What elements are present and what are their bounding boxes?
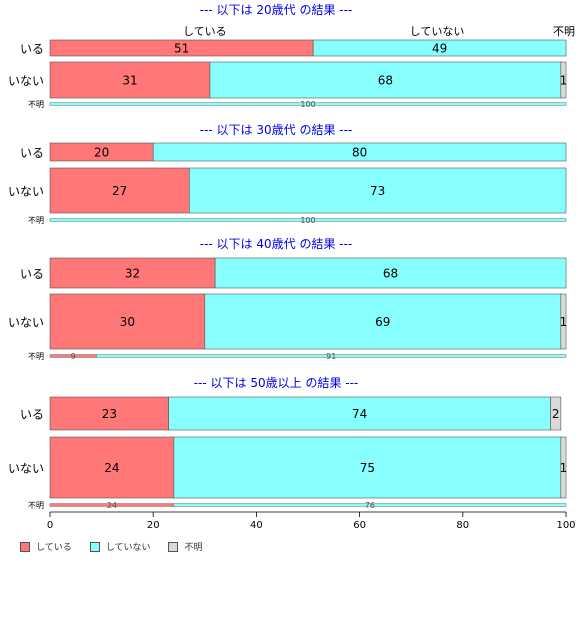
legend-label-shiteiru: している xyxy=(36,543,72,553)
bar-value-label: 32 xyxy=(125,267,140,281)
bar-value-label: 24 xyxy=(104,461,119,475)
bar-value-label: 2 xyxy=(552,407,560,421)
row-label: いない xyxy=(8,316,44,330)
bar-segment xyxy=(312,39,567,57)
bar-value-label: 23 xyxy=(102,407,117,421)
row-label: いない xyxy=(8,185,44,199)
group-title: --- 以下は 20歳代 の結果 --- xyxy=(200,3,353,17)
x-tick-label: 60 xyxy=(353,520,366,531)
summary-row-label: 不明 xyxy=(28,216,44,225)
bar-value-label: 1 xyxy=(560,74,568,88)
chart-legend: している していない 不明 xyxy=(20,540,202,553)
bar-segment xyxy=(168,396,551,431)
bar-value-label: 80 xyxy=(352,146,367,160)
x-tick-label: 100 xyxy=(556,520,575,531)
bar-value-label: 31 xyxy=(122,74,137,88)
row-label: いる xyxy=(20,146,44,160)
bar-segment xyxy=(49,396,169,431)
bar-segment xyxy=(204,293,562,350)
bar-value-label: 73 xyxy=(370,184,385,198)
summary-value-label: 76 xyxy=(365,501,375,510)
group-title: --- 以下は 30歳代 の結果 --- xyxy=(200,123,353,137)
bar-segment xyxy=(49,293,206,350)
bar-segment xyxy=(49,167,190,214)
row-label: いない xyxy=(8,74,44,88)
summary-bar-segment xyxy=(96,354,567,358)
bar-segment xyxy=(214,257,567,289)
summary-row-label: 不明 xyxy=(28,501,44,510)
summary-row-label: 不明 xyxy=(28,100,44,109)
bar-value-label: 1 xyxy=(560,315,568,329)
summary-row-label: 不明 xyxy=(28,352,44,361)
row-label: いる xyxy=(20,42,44,56)
legend-label-shiteinai: していない xyxy=(105,543,151,553)
summary-value-label: 24 xyxy=(107,501,117,510)
group-title: --- 以下は 50歳以上 の結果 --- xyxy=(194,376,359,390)
summary-value-label: 100 xyxy=(300,100,315,109)
row-label: いる xyxy=(20,267,44,281)
bar-value-label: 68 xyxy=(378,74,393,88)
summary-bar-segment xyxy=(173,503,567,507)
x-tick-label: 0 xyxy=(47,520,53,531)
summary-value-label: 9 xyxy=(71,352,76,361)
bar-value-label: 75 xyxy=(360,461,375,475)
x-tick-label: 40 xyxy=(250,520,263,531)
column-header: 不明 xyxy=(553,25,575,38)
bar-segment xyxy=(560,436,567,499)
bar-segment xyxy=(550,396,562,431)
x-tick-label: 80 xyxy=(456,520,469,531)
legend-item-shiteinai: していない xyxy=(89,540,151,553)
bar-value-label: 51 xyxy=(174,42,189,56)
bar-segment xyxy=(189,167,567,214)
legend-item-fumei: 不明 xyxy=(168,540,202,553)
row-label: いる xyxy=(20,408,44,422)
legend-swatch-shiteinai xyxy=(89,541,100,552)
summary-bar-segment xyxy=(49,218,567,222)
bar-segment xyxy=(173,436,562,499)
group-title: --- 以下は 40歳代 の結果 --- xyxy=(200,237,353,251)
bar-value-label: 20 xyxy=(94,146,109,160)
legend-item-shiteiru: している xyxy=(20,540,72,553)
legend-swatch-fumei xyxy=(168,541,179,552)
bar-value-label: 74 xyxy=(352,407,367,421)
bar-value-label: 69 xyxy=(375,315,390,329)
bar-value-label: 27 xyxy=(112,184,127,198)
row-label: いない xyxy=(8,462,44,476)
column-header: している xyxy=(183,25,227,38)
legend-swatch-shiteiru xyxy=(20,541,30,552)
legend-label-fumei: 不明 xyxy=(184,543,203,553)
bar-value-label: 49 xyxy=(432,42,447,56)
bar-value-label: 68 xyxy=(383,267,398,281)
bar-segment xyxy=(49,436,175,499)
bar-segment xyxy=(152,142,567,162)
x-tick-label: 20 xyxy=(147,520,160,531)
bar-segment xyxy=(560,61,567,99)
bar-value-label: 30 xyxy=(120,315,135,329)
bar-segment xyxy=(560,293,567,350)
bar-segment xyxy=(49,257,216,289)
summary-value-label: 100 xyxy=(300,216,315,225)
bar-value-label: 1 xyxy=(560,461,568,475)
column-header: していない xyxy=(410,25,465,38)
summary-bar-segment xyxy=(49,102,567,106)
summary-value-label: 91 xyxy=(326,352,336,361)
